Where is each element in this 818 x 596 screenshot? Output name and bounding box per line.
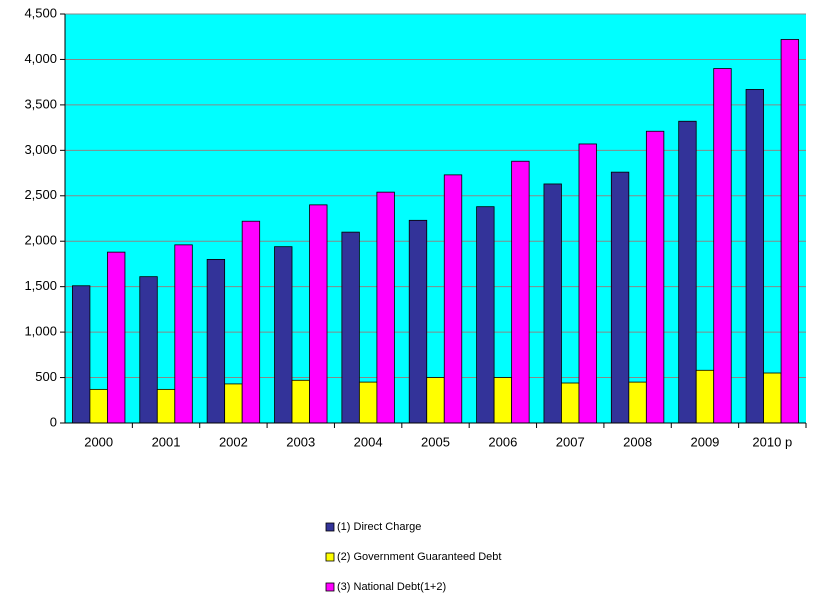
y-tick-label: 4,500 xyxy=(24,5,57,20)
y-tick-label: 0 xyxy=(50,414,57,429)
bar xyxy=(543,183,562,424)
bar xyxy=(645,130,665,424)
legend-swatch xyxy=(325,522,335,532)
bar xyxy=(713,68,732,424)
bar xyxy=(610,171,630,424)
bar xyxy=(443,174,463,424)
bar xyxy=(493,377,513,424)
bar xyxy=(376,191,395,424)
bar xyxy=(763,372,782,424)
y-tick-label: 3,000 xyxy=(24,142,57,157)
bar xyxy=(358,381,378,424)
y-tick-label: 3,500 xyxy=(24,96,57,111)
legend-label: (2) Government Guaranteed Debt xyxy=(337,551,501,563)
legend-swatch xyxy=(325,582,335,592)
y-tick-label: 2,500 xyxy=(24,187,57,202)
bar xyxy=(341,231,360,424)
bar xyxy=(139,276,158,424)
bar xyxy=(89,388,108,424)
x-tick-label: 2001 xyxy=(152,434,181,449)
legend-swatch xyxy=(325,552,335,562)
bar xyxy=(476,206,495,424)
bar xyxy=(241,220,261,424)
y-tick-label: 500 xyxy=(35,369,57,384)
x-tick-label: 2003 xyxy=(286,434,315,449)
x-tick-label: 2007 xyxy=(556,434,585,449)
bar xyxy=(206,258,226,424)
bar xyxy=(628,381,647,424)
x-tick-label: 2009 xyxy=(690,434,719,449)
bar xyxy=(745,89,764,424)
x-tick-label: 2006 xyxy=(488,434,517,449)
bar xyxy=(224,383,243,424)
x-tick-label: 2004 xyxy=(354,434,383,449)
bar xyxy=(578,143,597,424)
bar xyxy=(408,219,428,424)
bar xyxy=(174,244,193,424)
legend-label: (1) Direct Charge xyxy=(337,521,421,533)
bar xyxy=(156,388,176,424)
legend-label: (3) National Debt(1+2) xyxy=(337,581,446,593)
bar xyxy=(561,382,580,424)
bar xyxy=(274,246,293,424)
y-tick-label: 2,000 xyxy=(24,233,57,248)
bar xyxy=(72,285,91,424)
y-tick-label: 1,000 xyxy=(24,324,57,339)
bar xyxy=(511,160,530,424)
x-tick-label: 2005 xyxy=(421,434,450,449)
bar xyxy=(780,39,799,424)
bar xyxy=(291,379,310,424)
bar xyxy=(695,369,715,424)
y-tick-label: 1,500 xyxy=(24,278,57,293)
bar xyxy=(678,120,697,424)
y-tick-label: 4,000 xyxy=(24,51,57,66)
bar xyxy=(309,204,328,424)
x-tick-label: 2010 p xyxy=(752,434,792,449)
bar xyxy=(107,251,126,424)
x-tick-label: 2002 xyxy=(219,434,248,449)
x-tick-label: 2008 xyxy=(623,434,652,449)
bar xyxy=(426,377,445,424)
x-tick-label: 2000 xyxy=(84,434,113,449)
